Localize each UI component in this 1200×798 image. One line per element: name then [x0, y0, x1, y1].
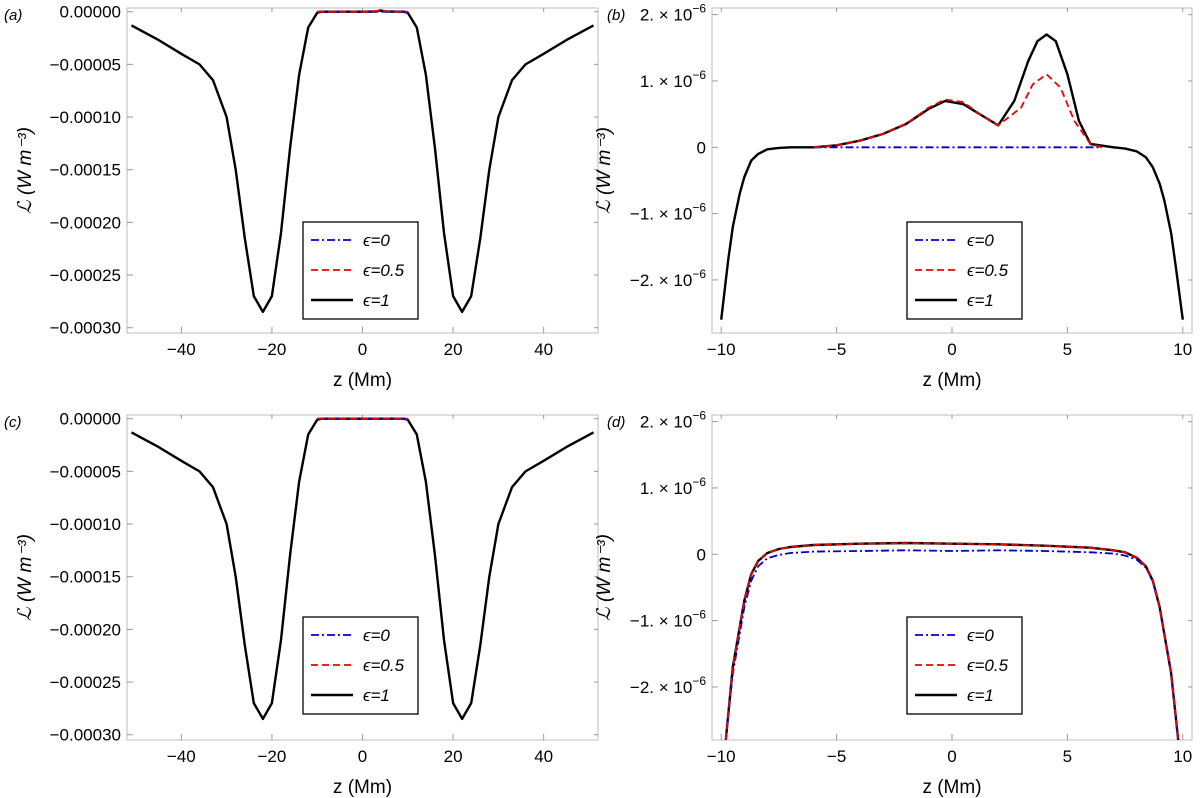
y-tick-label: 0 — [697, 138, 706, 157]
panel-label: (d) — [607, 414, 625, 431]
y-tick-label: −0.00010 — [50, 515, 121, 534]
y-tick-label: −0.00015 — [50, 161, 121, 180]
y-tick-label: −0.00015 — [50, 568, 121, 587]
y-tick-label: 1. × 10−6 — [640, 68, 706, 91]
y-tick-label: −0.00025 — [50, 266, 121, 285]
legend-label: ϵ=0.5 — [363, 656, 405, 675]
y-axis-label: ℒ (W m⁻³) — [594, 534, 615, 621]
y-axis-label: ℒ (W m⁻³) — [15, 534, 36, 621]
x-tick-label: −20 — [258, 747, 287, 766]
x-axis-label: z (Mm) — [922, 370, 981, 391]
y-tick-label: −2. × 10−6 — [630, 674, 706, 697]
y-tick-label: 0.00000 — [60, 3, 121, 22]
x-tick-label: 40 — [534, 340, 553, 359]
legend-label: ϵ=0.5 — [967, 656, 1009, 675]
x-tick-label: −20 — [258, 340, 287, 359]
legend-label: ϵ=0 — [967, 231, 994, 250]
x-tick-label: −40 — [167, 340, 196, 359]
y-axis-label: ℒ (W m⁻³) — [594, 127, 615, 214]
x-tick-label: 0 — [358, 747, 367, 766]
x-tick-label: 20 — [444, 747, 463, 766]
x-tick-label: 10 — [1173, 340, 1192, 359]
chart-panel: (c) −40 −20 0 20 40 0.00000 −0.00005 −0.00010 −0.… — [4, 410, 599, 798]
x-tick-label: 10 — [1173, 747, 1192, 766]
chart-panel: (b) −10 −5 0 5 10 2. × 10−6 1. × 10−6 0 −1. × 10−… — [594, 2, 1193, 391]
y-tick-label: −0.00030 — [50, 726, 121, 745]
chart-panel: (a) −40 −20 0 20 40 0.00000 −0.00005 −0.00010 −0.… — [4, 3, 599, 391]
y-tick-label: −0.00005 — [50, 55, 121, 74]
y-tick-label: −0.00010 — [50, 108, 121, 127]
x-tick-label: −10 — [707, 747, 736, 766]
x-tick-label: 40 — [534, 747, 553, 766]
y-tick-label: −1. × 10−6 — [630, 608, 706, 631]
x-tick-label: −5 — [827, 340, 846, 359]
x-tick-label: 5 — [1063, 340, 1072, 359]
x-tick-label: −5 — [827, 747, 846, 766]
y-axis-label: ℒ (W m⁻³) — [15, 127, 36, 214]
legend-label: ϵ=1 — [363, 686, 390, 705]
series-line — [813, 73, 1103, 149]
legend-label: ϵ=1 — [967, 686, 994, 705]
y-tick-label: 2. × 10−6 — [640, 409, 706, 432]
series-line — [317, 9, 408, 13]
panel-label: (b) — [607, 7, 625, 24]
series-line — [724, 542, 1180, 740]
chart-panel: (d) −10 −5 0 5 10 2. × 10−6 1. × 10−6 0 −1. × 10−… — [594, 409, 1193, 798]
legend-label: ϵ=0.5 — [967, 261, 1009, 280]
x-tick-label: −10 — [707, 340, 736, 359]
x-tick-label: −40 — [167, 747, 196, 766]
x-tick-label: 0 — [947, 747, 956, 766]
y-tick-label: −0.00005 — [50, 462, 121, 481]
y-tick-label: −2. × 10−6 — [630, 267, 706, 290]
x-tick-label: 0 — [947, 340, 956, 359]
y-tick-label: 0 — [697, 545, 706, 564]
x-tick-label: 20 — [444, 340, 463, 359]
legend-label: ϵ=1 — [967, 291, 994, 310]
x-axis-label: z (Mm) — [333, 777, 392, 798]
panel-label: (c) — [4, 414, 22, 431]
y-tick-label: −0.00020 — [50, 620, 121, 639]
y-tick-label: −0.00020 — [50, 213, 121, 232]
legend-label: ϵ=1 — [363, 291, 390, 310]
panel-label: (a) — [4, 7, 22, 24]
y-tick-label: −0.00025 — [50, 673, 121, 692]
y-tick-label: 1. × 10−6 — [640, 475, 706, 498]
x-tick-label: 0 — [358, 340, 367, 359]
x-tick-label: 5 — [1063, 747, 1072, 766]
legend-label: ϵ=0 — [363, 231, 390, 250]
legend-label: ϵ=0.5 — [363, 261, 405, 280]
legend-label: ϵ=0 — [363, 626, 390, 645]
x-axis-label: z (Mm) — [333, 370, 392, 391]
legend-label: ϵ=0 — [967, 626, 994, 645]
x-axis-label: z (Mm) — [922, 777, 981, 798]
y-tick-label: −0.00030 — [50, 319, 121, 338]
y-tick-label: −1. × 10−6 — [630, 201, 706, 224]
y-tick-label: 2. × 10−6 — [640, 2, 706, 25]
y-tick-label: 0.00000 — [60, 410, 121, 429]
